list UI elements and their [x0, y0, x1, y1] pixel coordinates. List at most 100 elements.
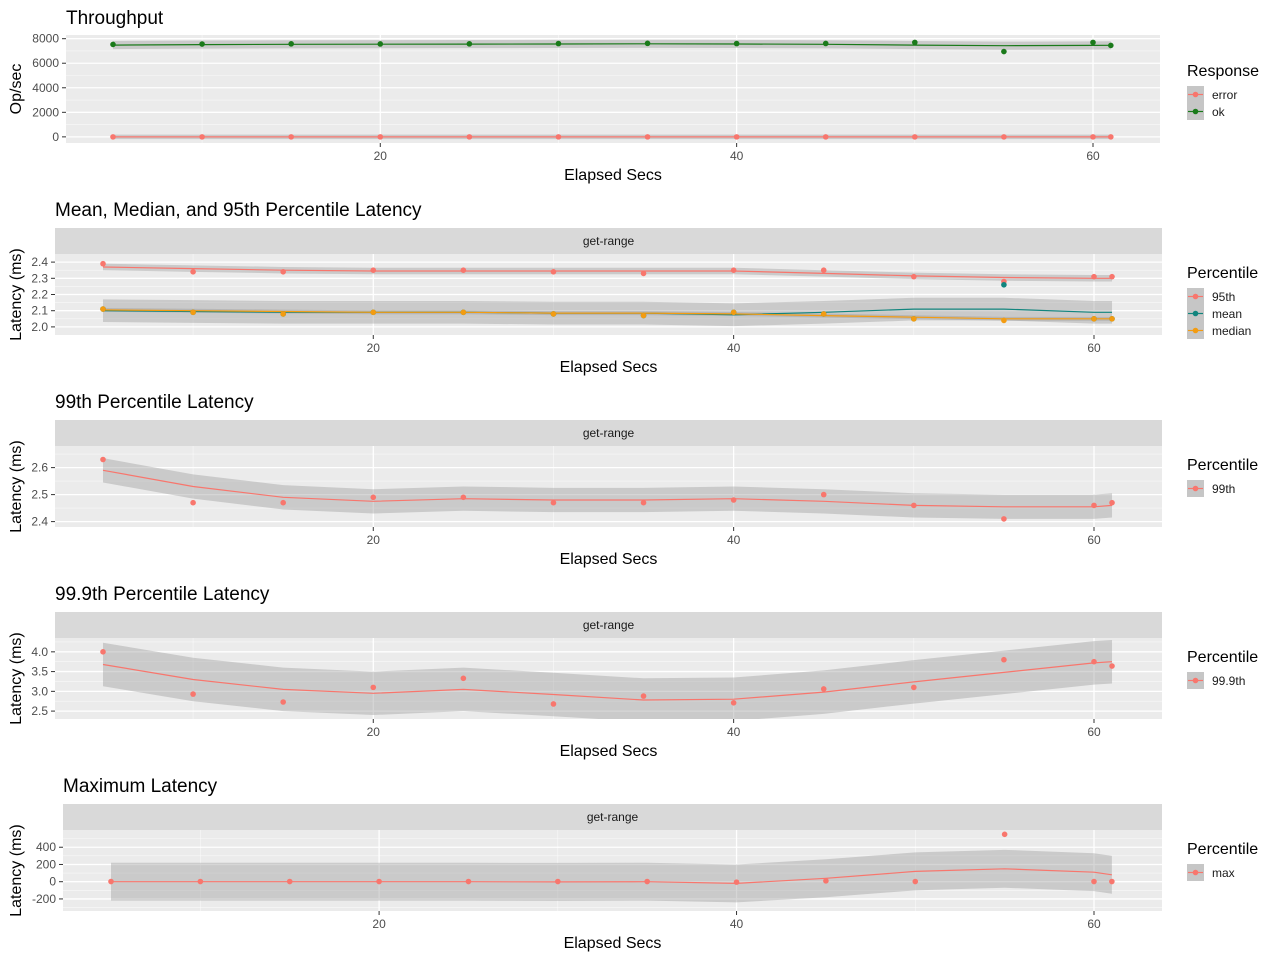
data-point-ok	[912, 39, 918, 46]
data-point-max	[465, 878, 472, 885]
data-point-error	[644, 134, 651, 140]
x-tick-label: 20	[367, 725, 381, 739]
data-point-95th	[550, 269, 557, 275]
data-point-95th	[280, 269, 286, 275]
data-point-ok	[1108, 42, 1114, 49]
x-tick-label: 40	[727, 533, 741, 547]
data-point-error	[822, 134, 829, 140]
chart-title: Mean, Median, and 95th Percentile Latenc…	[55, 200, 422, 221]
x-tick-label: 20	[367, 533, 381, 547]
data-point-99th	[730, 497, 737, 503]
plot-area	[110, 39, 1114, 140]
legend-key-point	[1192, 327, 1199, 334]
data-point-95th	[190, 269, 196, 275]
y-tick-label: 4.0	[31, 645, 48, 659]
chart-title: Throughput	[66, 8, 164, 29]
y-tick-label: -200	[32, 892, 56, 906]
chart-title: Maximum Latency	[63, 776, 218, 797]
y-tick-label: 2.3	[31, 271, 48, 285]
y-axis-title: Latency (ms)	[8, 440, 25, 532]
data-point-error	[377, 134, 384, 140]
data-point-median	[190, 309, 196, 316]
y-tick-label: 3.0	[31, 684, 48, 698]
confidence-band-ok	[113, 39, 1111, 50]
x-tick-label: 20	[367, 341, 381, 355]
facet-strip	[63, 804, 1162, 830]
data-point-99th	[370, 494, 377, 501]
data-point-99th	[911, 502, 917, 509]
y-tick-label: 0	[49, 875, 56, 889]
x-axis-title: Elapsed Secs	[560, 359, 658, 376]
data-point-max	[555, 878, 561, 885]
legend-title: Percentile	[1187, 265, 1258, 282]
data-point-ok	[199, 41, 205, 47]
y-tick-label: 3.5	[31, 665, 48, 679]
x-tick-label: 60	[1087, 725, 1101, 739]
y-tick-label: 6000	[32, 56, 59, 70]
data-point-95th	[730, 267, 737, 274]
y-axis-title: Latency (ms)	[8, 248, 25, 340]
data-point-99th	[550, 499, 557, 506]
data-point-ok	[1090, 39, 1096, 46]
data-point-median	[460, 309, 467, 316]
legend-label: 95th	[1212, 290, 1235, 304]
data-point-ok	[644, 40, 651, 47]
data-point-median	[820, 311, 827, 317]
y-tick-label: 8000	[32, 32, 59, 46]
facet-strip-label: get-range	[587, 810, 639, 824]
y-tick-label: 2000	[32, 105, 59, 119]
data-point-95th	[460, 267, 467, 274]
y-tick-label: 2.1	[31, 304, 48, 318]
plot-panel	[55, 446, 1162, 527]
facet-strip	[55, 420, 1162, 446]
x-tick-label: 20	[374, 149, 388, 163]
y-axis-title: Latency (ms)	[8, 632, 25, 724]
data-point-99.9th	[1091, 658, 1097, 665]
facet-strip-label: get-range	[583, 234, 635, 248]
data-point-99.9th	[190, 691, 196, 697]
data-point-mean	[1001, 281, 1007, 288]
data-point-ok	[288, 41, 294, 47]
x-tick-label: 40	[727, 341, 741, 355]
data-point-99.9th	[280, 699, 286, 705]
y-tick-label: 2.6	[31, 461, 48, 475]
confidence-band-99.9th	[103, 639, 1113, 719]
data-point-max	[108, 878, 114, 885]
data-point-median	[1001, 317, 1007, 324]
legend-title: Percentile	[1187, 457, 1258, 474]
plot-area	[100, 456, 1115, 522]
data-point-99th	[1001, 516, 1007, 522]
data-point-95th	[1109, 273, 1115, 280]
data-point-error	[466, 134, 473, 140]
panel-1: Mean, Median, and 95th Percentile Latenc…	[8, 200, 1258, 376]
data-point-error	[733, 134, 740, 140]
data-point-error	[199, 134, 205, 140]
x-tick-label: 40	[727, 725, 741, 739]
plot-area	[108, 831, 1115, 903]
data-point-median	[640, 312, 647, 319]
data-point-95th	[1091, 273, 1097, 280]
data-point-99.9th	[730, 700, 737, 706]
plot-panel	[63, 830, 1162, 911]
legend-label: median	[1212, 324, 1251, 338]
data-point-99th	[640, 499, 647, 506]
data-point-ok	[555, 40, 562, 47]
data-point-max	[912, 878, 919, 885]
data-point-99th	[190, 499, 196, 506]
data-point-ok	[822, 40, 829, 47]
data-point-error	[555, 134, 562, 140]
x-axis-title: Elapsed Secs	[564, 935, 662, 952]
data-point-99.9th	[550, 701, 557, 707]
data-point-error	[912, 134, 918, 140]
data-point-max	[286, 878, 293, 885]
data-point-99th	[1091, 502, 1097, 509]
legend-title: Response	[1187, 63, 1259, 80]
confidence-band-99th	[103, 458, 1113, 519]
legend-label: mean	[1212, 307, 1242, 321]
data-point-median	[370, 309, 377, 316]
data-point-median	[730, 309, 737, 316]
x-axis-title: Elapsed Secs	[560, 551, 658, 568]
data-point-95th	[370, 267, 377, 274]
facet-strip-label: get-range	[583, 426, 635, 440]
